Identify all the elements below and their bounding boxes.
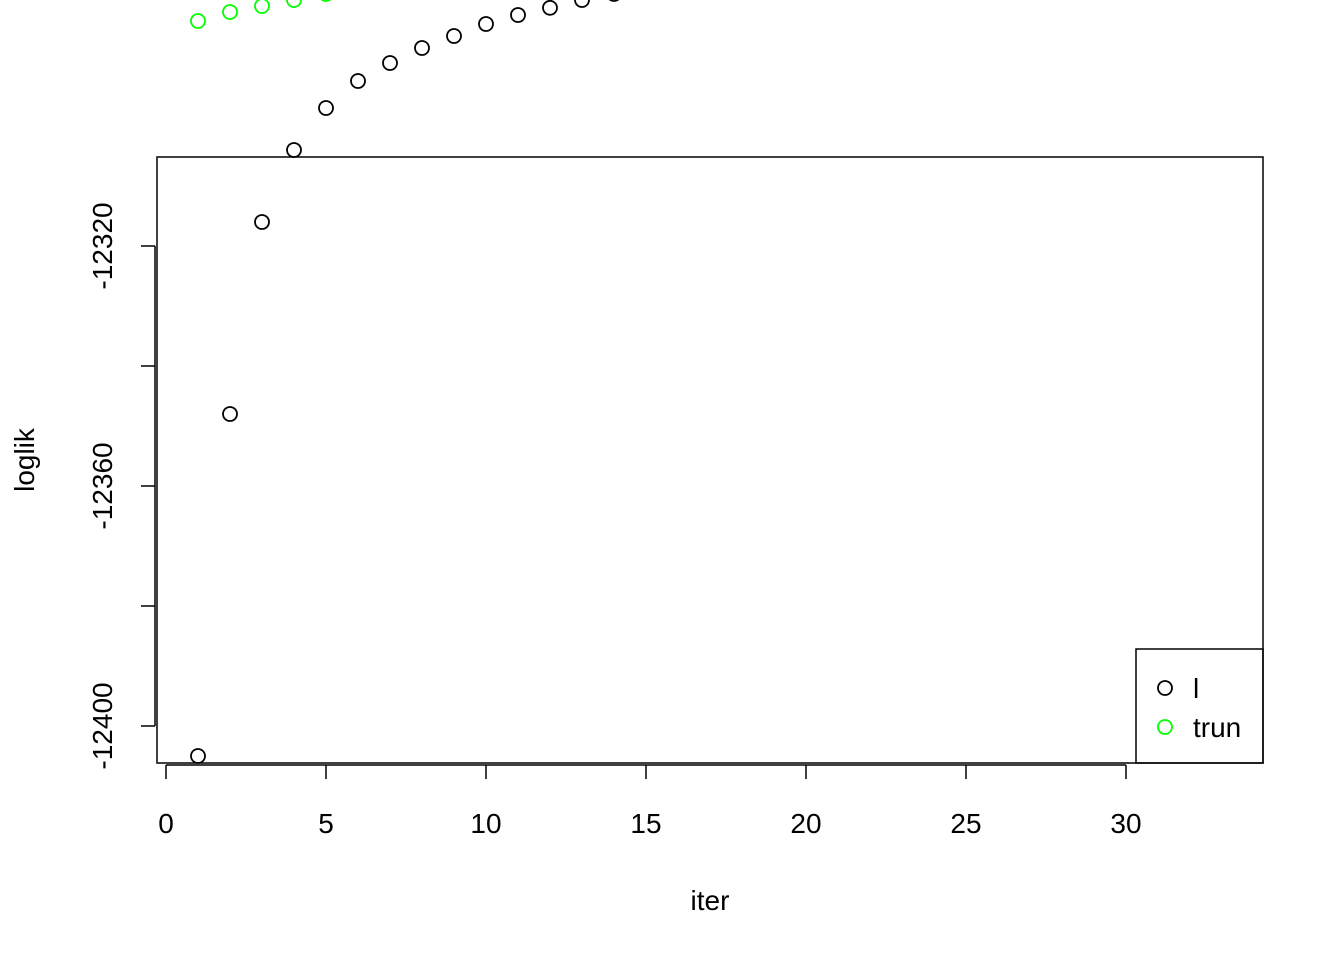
points-layer [190,0,620,764]
data-point [478,16,494,32]
data-point [318,100,334,116]
y-tick-label: -12320 [87,202,118,289]
x-tick-label: 15 [630,808,661,839]
series-trun [190,0,332,29]
data-point [320,0,332,2]
data-point [286,0,302,8]
x-axis: 0 5 10 15 20 25 30 [158,764,1142,839]
data-point [414,40,430,56]
legend-marker [1157,680,1173,696]
x-tick-label: 5 [318,808,334,839]
data-point [574,0,590,8]
y-axis: -12400 -12360 -12320 [87,202,156,770]
data-point [446,28,462,44]
legend-label: l [1193,673,1199,704]
x-tick-label: 25 [950,808,981,839]
y-tick-label: -12360 [87,442,118,529]
y-tick-label: -12400 [87,682,118,769]
data-point [254,214,270,230]
x-tick-label: 10 [470,808,501,839]
data-point [350,73,366,89]
x-axis-label: iter [691,885,730,916]
x-tick-label: 20 [790,808,821,839]
legend: l trun [1135,648,1264,764]
legend-label: trun [1193,712,1241,743]
legend-marker [1157,719,1173,735]
legend-box [1135,648,1264,764]
series-l [190,0,620,764]
data-point [222,406,238,422]
data-point [542,0,558,16]
data-point [254,0,270,14]
x-tick-label: 30 [1110,808,1141,839]
y-axis-label: loglik [9,427,40,492]
data-point [222,4,238,20]
plot-frame [156,156,1264,764]
data-point [190,748,206,764]
x-tick-label: 0 [158,808,174,839]
data-point [190,13,206,29]
data-point [608,0,620,2]
data-point [286,142,302,158]
data-point [510,7,526,23]
data-point [382,55,398,71]
